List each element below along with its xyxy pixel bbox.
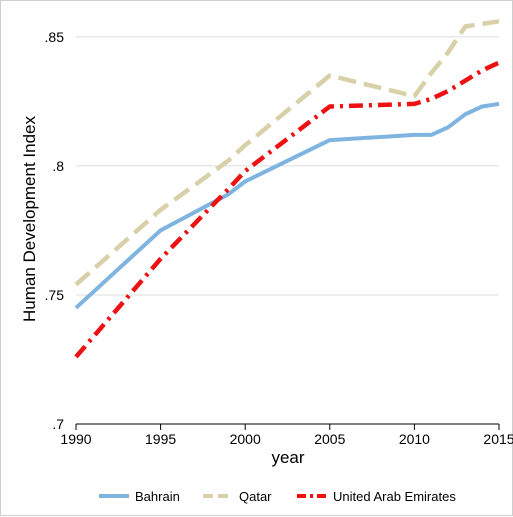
legend-label-united-arab-emirates: United Arab Emirates	[333, 489, 456, 504]
gridlines	[76, 36, 499, 296]
series-line-united-arab-emirates	[74, 60, 500, 359]
series-line-bahrain	[74, 101, 500, 310]
legend: Bahrain Qatar United Arab Emirates	[99, 489, 456, 504]
y-tick-label: .8	[52, 158, 64, 174]
legend-label-qatar: Qatar	[239, 489, 272, 504]
x-tick-label: 1995	[145, 431, 176, 447]
x-tick-label: 2000	[230, 431, 261, 447]
x-tick-label: 1990	[60, 431, 91, 447]
x-tick-label: 2005	[314, 431, 345, 447]
axes: .7 .75 .8 .85 1990 1995 2000 2005 2010 2015	[45, 29, 513, 447]
series-line-qatar	[74, 19, 500, 287]
y-tick-label: .7	[52, 416, 64, 432]
x-tick-label: 2010	[399, 431, 430, 447]
y-tick-label: .75	[45, 287, 65, 303]
x-tick-label: 2015	[483, 431, 513, 447]
series-lines	[74, 19, 500, 359]
legend-label-bahrain: Bahrain	[135, 489, 180, 504]
y-axis-title: Human Development Index	[20, 116, 39, 323]
y-tick-label: .85	[45, 29, 65, 45]
x-axis-title: year	[271, 448, 304, 467]
